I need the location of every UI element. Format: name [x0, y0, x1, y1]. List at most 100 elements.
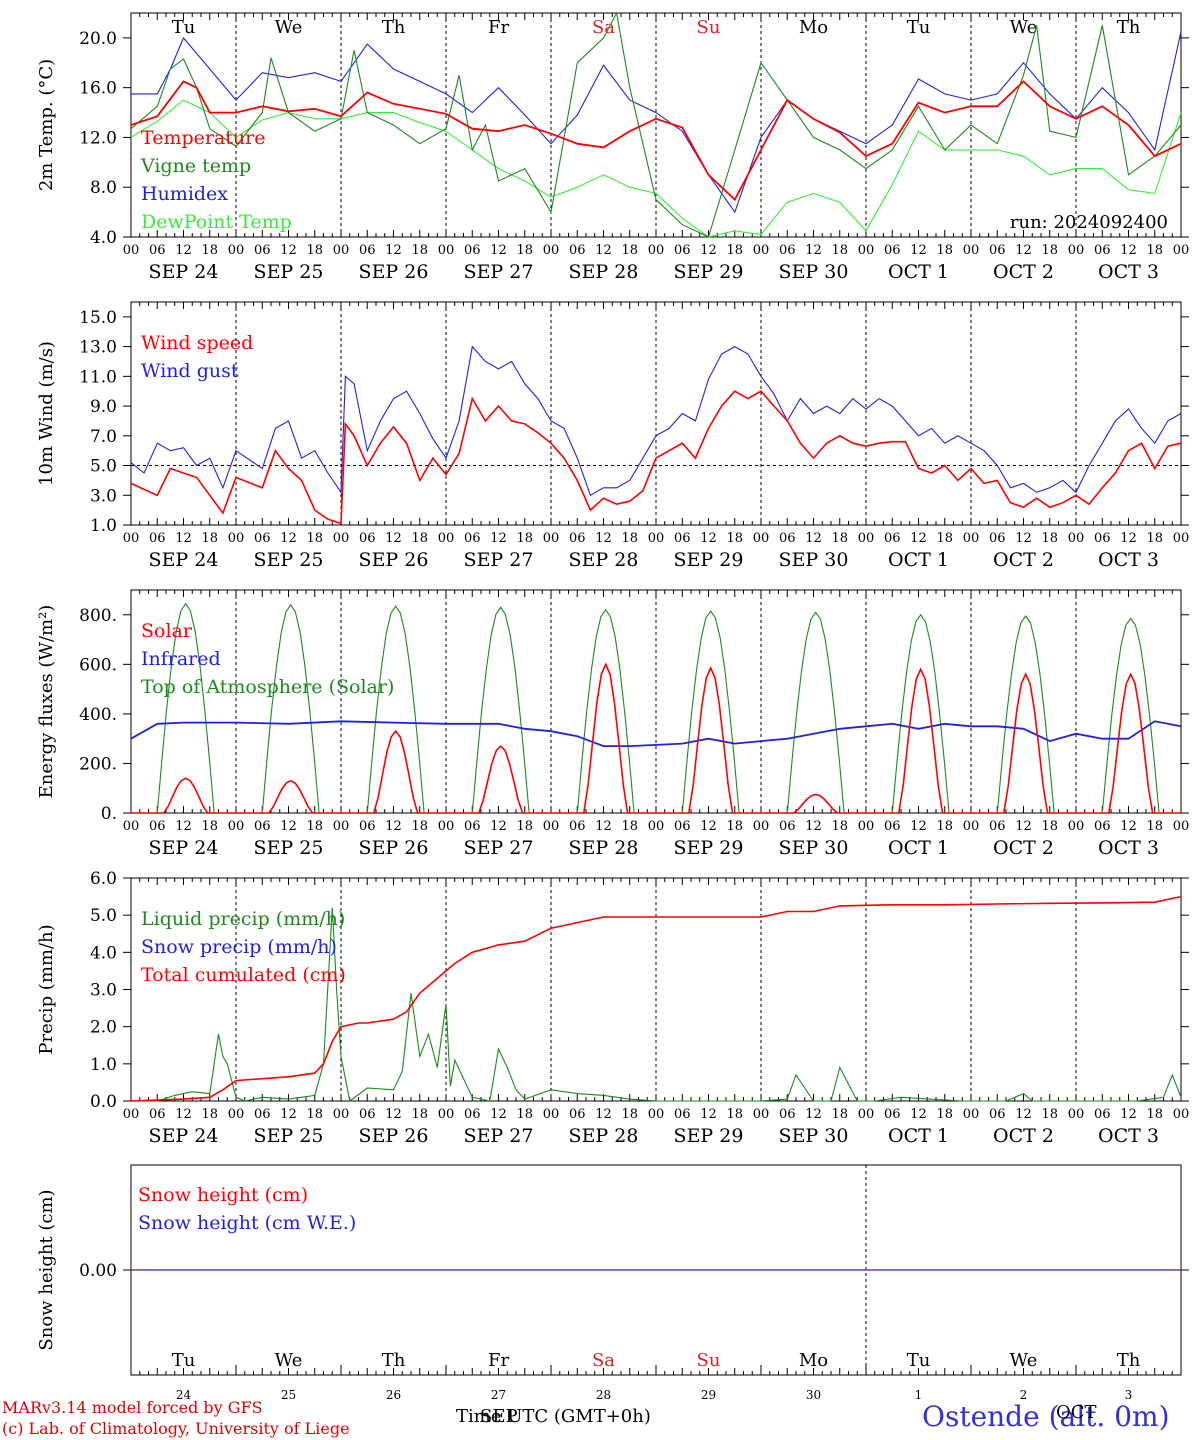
hour-tick-label: 18 [1146, 819, 1163, 834]
hour-tick-label: 06 [569, 531, 586, 546]
date-label: SEP 24 [149, 1125, 219, 1147]
date-label: SEP 27 [464, 837, 534, 859]
y-tick-label: 400. [79, 705, 117, 725]
legend-entry: Solar [141, 620, 193, 642]
hour-tick-label: 00 [123, 1107, 140, 1122]
hour-tick-label: 18 [1146, 531, 1163, 546]
hour-tick-label: 06 [674, 1107, 691, 1122]
weekday-label: We [275, 17, 303, 38]
y-tick-label: 20.0 [79, 29, 117, 49]
hour-tick-label: 12 [595, 243, 612, 258]
hour-tick-label: 00 [438, 243, 455, 258]
hour-tick-label: 06 [149, 531, 166, 546]
lab-credit: (c) Lab. of Climatology, University of L… [2, 1419, 350, 1438]
hour-tick-label: 12 [1120, 819, 1137, 834]
date-label: OCT 2 [993, 261, 1054, 283]
hour-tick-label: 18 [726, 819, 743, 834]
weekday-label: Mo [799, 1350, 828, 1371]
day-number-label: 1 [915, 1388, 923, 1402]
x-axis-label-month: SEP [480, 1406, 518, 1427]
hour-tick-label: 06 [149, 243, 166, 258]
hour-tick-label: 00 [333, 819, 350, 834]
hour-tick-label: 00 [858, 243, 875, 258]
hour-tick-label: 06 [1094, 819, 1111, 834]
station-month-label: OCT [1056, 1402, 1097, 1423]
hour-tick-label: 00 [228, 819, 245, 834]
date-label: SEP 24 [149, 837, 219, 859]
hour-tick-label: 18 [1041, 531, 1058, 546]
date-label: SEP 29 [674, 1125, 744, 1147]
hour-tick-label: 18 [621, 819, 638, 834]
y-tick-label: 800. [79, 606, 117, 626]
hour-tick-label: 06 [884, 1107, 901, 1122]
date-label: OCT 3 [1098, 1125, 1159, 1147]
hour-tick-label: 12 [1015, 1107, 1032, 1122]
hour-tick-label: 12 [1015, 243, 1032, 258]
hour-tick-label: 00 [543, 243, 560, 258]
y-tick-label: 4.0 [90, 228, 117, 248]
y-tick-label: 16.0 [79, 79, 117, 99]
plot-frame [130, 12, 1182, 238]
date-label: OCT 3 [1098, 549, 1159, 571]
legend-entry: Temperature [141, 127, 265, 149]
hour-tick-label: 06 [1094, 531, 1111, 546]
hour-tick-label: 12 [490, 819, 507, 834]
legend-entry: Wind gust [141, 360, 239, 382]
hour-tick-label: 00 [1068, 1107, 1085, 1122]
x-axis-label: Time UTC (GMT+0h) [456, 1406, 651, 1427]
day-number-label: 24 [176, 1388, 192, 1402]
hour-tick-label: 18 [411, 819, 428, 834]
hour-tick-label: 18 [1146, 243, 1163, 258]
hour-tick-label: 00 [543, 531, 560, 546]
y-tick-label: 8.0 [90, 178, 117, 198]
hour-tick-label: 12 [805, 243, 822, 258]
hour-tick-label: 12 [280, 243, 297, 258]
hour-tick-label: 12 [700, 1107, 717, 1122]
y-tick-label: 4.0 [90, 943, 117, 963]
hour-tick-label: 00 [228, 531, 245, 546]
hour-tick-label: 18 [936, 531, 953, 546]
hour-tick-label: 18 [516, 531, 533, 546]
hour-tick-label: 06 [464, 531, 481, 546]
hour-tick-label: 06 [884, 243, 901, 258]
y-tick-label: 600. [79, 655, 117, 675]
hour-tick-label: 18 [516, 819, 533, 834]
hour-tick-label: 00 [438, 1107, 455, 1122]
hour-tick-label: 00 [1173, 819, 1190, 834]
y-tick-label: 2.0 [90, 1018, 117, 1038]
hour-tick-label: 12 [490, 1107, 507, 1122]
hour-tick-label: 00 [858, 819, 875, 834]
hour-tick-label: 06 [464, 1107, 481, 1122]
hour-tick-label: 06 [884, 531, 901, 546]
hour-tick-label: 00 [228, 1107, 245, 1122]
hour-tick-label: 06 [359, 1107, 376, 1122]
weekday-label: We [1010, 1350, 1038, 1371]
weekday-label: Tu [172, 17, 196, 38]
hour-tick-label: 12 [700, 531, 717, 546]
hour-tick-label: 12 [280, 531, 297, 546]
date-label: OCT 3 [1098, 837, 1159, 859]
date-label: OCT 1 [888, 549, 949, 571]
hour-tick-label: 12 [1120, 1107, 1137, 1122]
hour-tick-label: 00 [123, 819, 140, 834]
y-tick-label: 3.0 [90, 981, 117, 1001]
weekday-label: Sa [592, 1350, 615, 1371]
date-label: SEP 29 [674, 837, 744, 859]
hour-tick-label: 18 [201, 1107, 218, 1122]
hour-tick-label: 06 [464, 819, 481, 834]
hour-tick-label: 00 [1173, 243, 1190, 258]
hour-tick-label: 06 [989, 243, 1006, 258]
hour-tick-label: 00 [123, 531, 140, 546]
date-label: SEP 26 [359, 1125, 429, 1147]
hour-tick-label: 06 [254, 819, 271, 834]
hour-tick-label: 18 [306, 1107, 323, 1122]
hour-tick-label: 00 [648, 531, 665, 546]
hour-tick-label: 00 [1173, 531, 1190, 546]
hour-tick-label: 06 [359, 243, 376, 258]
weekday-label: Sa [592, 17, 615, 38]
day-number-label: 28 [596, 1388, 611, 1402]
series-line [130, 99, 1182, 238]
hour-tick-label: 12 [805, 819, 822, 834]
weekday-label: Th [382, 17, 406, 38]
station-name: Ostende (alt. 0m) [922, 1400, 1170, 1433]
